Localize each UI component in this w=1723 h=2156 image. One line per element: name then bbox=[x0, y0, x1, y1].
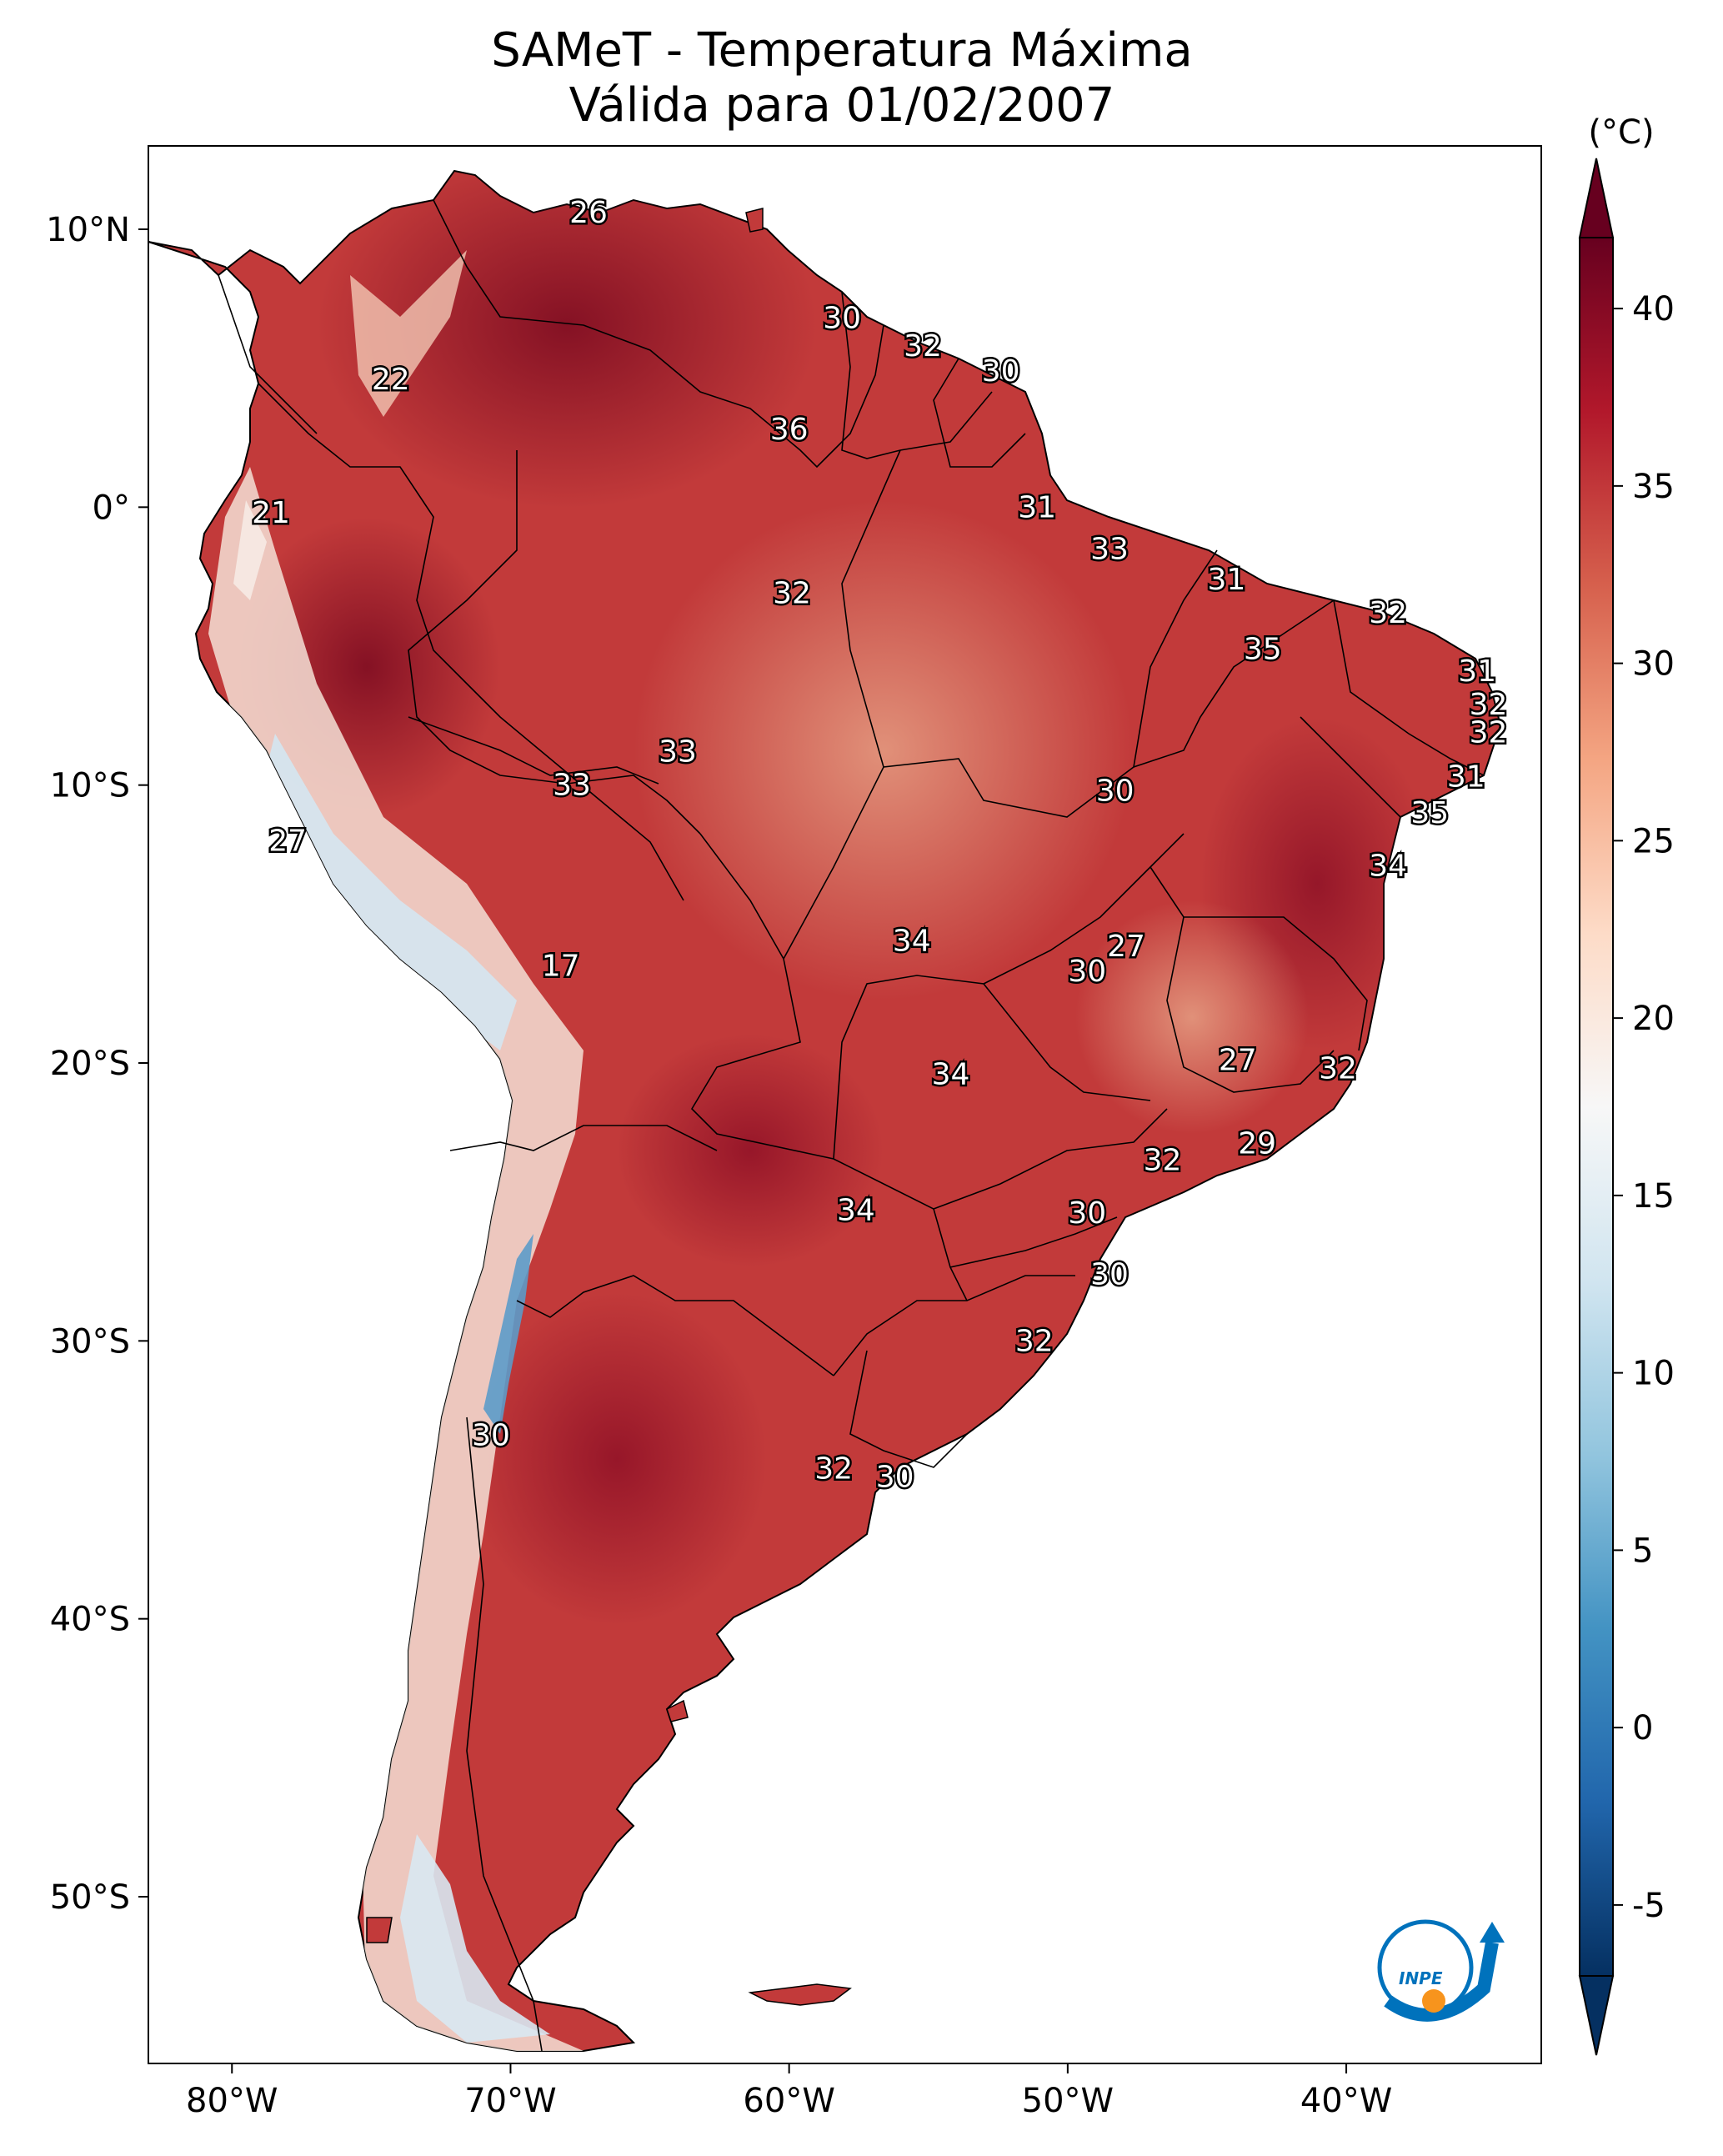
inpe-logo-text: INPE bbox=[1399, 1968, 1443, 1988]
lat-tick-label: 20°S bbox=[50, 1045, 130, 1083]
political-borders bbox=[218, 199, 1485, 2052]
temperature-label: 31 bbox=[1458, 654, 1496, 689]
temperature-label: 36 bbox=[770, 413, 809, 447]
latitude-axis: 10°N 0° 10°S 20°S 30°S 40°S 50°S bbox=[46, 211, 148, 1917]
temperature-label: 32 bbox=[1470, 715, 1508, 750]
temperature-label: 34 bbox=[932, 1057, 970, 1091]
temperature-label: 30 bbox=[982, 354, 1020, 389]
lon-tick-label: 50°W bbox=[1022, 2082, 1114, 2120]
temperature-label: 35 bbox=[1410, 796, 1449, 830]
temperature-label: 32 bbox=[1015, 1324, 1054, 1358]
temperature-label: 33 bbox=[659, 735, 697, 770]
temperature-label: 30 bbox=[1068, 955, 1106, 989]
temperature-label: 32 bbox=[773, 577, 811, 611]
temperature-label: 33 bbox=[1090, 532, 1129, 566]
title-line-2: Válida para 01/02/2007 bbox=[568, 78, 1115, 133]
colorbar-tick-label: 35 bbox=[1632, 468, 1675, 506]
lat-tick-label: 0° bbox=[93, 489, 130, 527]
temperature-label: 30 bbox=[472, 1419, 510, 1453]
colorbar-tick-label: 20 bbox=[1632, 1000, 1675, 1038]
temperature-label: 34 bbox=[1369, 849, 1407, 883]
colorbar-tick-label: 0 bbox=[1632, 1709, 1653, 1747]
lat-tick-label: 10°N bbox=[46, 211, 130, 249]
temperature-label: 17 bbox=[542, 949, 580, 983]
lat-tick-label: 50°S bbox=[50, 1878, 130, 1917]
temperature-label: 32 bbox=[1470, 688, 1508, 722]
colorbar-extend-max bbox=[1578, 158, 1615, 238]
colorbar-tick-label: 40 bbox=[1632, 290, 1675, 328]
temperature-label: 27 bbox=[1219, 1044, 1257, 1078]
temperature-label: 26 bbox=[569, 196, 608, 230]
temperature-label: 22 bbox=[372, 363, 410, 397]
temperature-label: 30 bbox=[823, 302, 861, 336]
lon-tick-label: 60°W bbox=[743, 2082, 834, 2120]
temperature-label: 34 bbox=[837, 1194, 875, 1228]
islands bbox=[366, 208, 852, 2006]
temperature-label: 31 bbox=[1207, 563, 1245, 597]
temperature-label: 27 bbox=[1107, 930, 1145, 964]
temperature-label: 30 bbox=[1068, 1196, 1106, 1231]
temperature-label: 35 bbox=[1244, 632, 1282, 666]
temperature-label: 32 bbox=[904, 329, 942, 364]
lat-tick-label: 30°S bbox=[50, 1322, 130, 1361]
colorbar-tick-label: 5 bbox=[1632, 1532, 1653, 1570]
temperature-label: 29 bbox=[1238, 1127, 1276, 1161]
longitude-axis: 80°W 70°W 60°W 50°W 40°W bbox=[186, 2063, 1392, 2120]
colorbar-unit: (°C) bbox=[1588, 113, 1654, 152]
lon-tick-label: 40°W bbox=[1300, 2082, 1392, 2120]
lon-tick-label: 80°W bbox=[186, 2082, 278, 2120]
temperature-label: 33 bbox=[553, 769, 591, 803]
temperature-label: 21 bbox=[252, 496, 290, 530]
colorbar-tick-label: 15 bbox=[1632, 1177, 1675, 1216]
colorbar-ramp bbox=[1579, 237, 1614, 1977]
temperature-label: 30 bbox=[876, 1461, 914, 1495]
temperature-label: 32 bbox=[1319, 1052, 1357, 1086]
colorbar: 40 35 30 25 20 15 10 5 0 -5 (°C) bbox=[1578, 113, 1675, 2056]
colorbar-tick-label: -5 bbox=[1632, 1887, 1665, 1925]
lat-tick-label: 40°S bbox=[50, 1601, 130, 1639]
temperature-label: 30 bbox=[1096, 774, 1134, 808]
temperature-label: 32 bbox=[1144, 1144, 1182, 1178]
temperature-label: 31 bbox=[1018, 490, 1056, 524]
colorbar-extend-min bbox=[1578, 1975, 1615, 2056]
temperature-label: 27 bbox=[268, 824, 307, 858]
inpe-logo: INPE bbox=[1367, 1909, 1509, 2034]
temperature-label: 32 bbox=[814, 1452, 853, 1487]
lat-tick-label: 10°S bbox=[50, 767, 130, 805]
temperature-label: 32 bbox=[1369, 596, 1407, 630]
title-line-1: SAMeT - Temperatura Máxima bbox=[491, 23, 1193, 78]
colorbar-tick-label: 10 bbox=[1632, 1355, 1675, 1393]
colorbar-tick-label: 30 bbox=[1632, 645, 1675, 684]
colorbar-tick-label: 25 bbox=[1632, 822, 1675, 860]
temperature-label: 31 bbox=[1447, 760, 1485, 795]
map-title: SAMeT - Temperatura Máxima Válida para 0… bbox=[150, 23, 1534, 133]
temperature-label: 34 bbox=[893, 924, 931, 958]
temperature-label: 30 bbox=[1090, 1257, 1129, 1291]
lon-tick-label: 70°W bbox=[464, 2082, 556, 2120]
